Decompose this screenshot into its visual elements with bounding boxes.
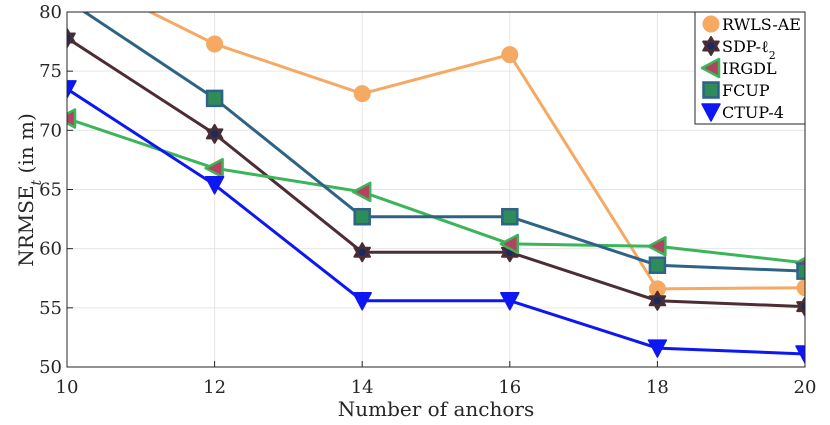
series-layer: [67, 12, 805, 364]
x-axis-label: Number of anchors: [338, 397, 534, 421]
data-point: [499, 233, 520, 255]
series-line: [67, 36, 805, 309]
series-line: [67, 87, 805, 356]
data-point: [501, 46, 519, 64]
legend-marker: [701, 103, 721, 122]
data-point: [205, 89, 224, 108]
data-point: [204, 176, 225, 195]
y-axis-label-main: NRMSE: [14, 185, 38, 266]
x-tick-label: 20: [794, 377, 817, 398]
series-fcup: [82, 12, 805, 280]
data-point: [647, 339, 668, 358]
x-tick-label: 10: [56, 377, 79, 398]
tick-labels: 10 12 14 16 18 20 50 55 60 65 70 75 80: [39, 2, 816, 398]
data-point: [648, 290, 667, 311]
data-point: [795, 345, 805, 364]
y-tick-label: 70: [39, 120, 62, 141]
legend-marker: [702, 81, 720, 99]
x-tick-label: 14: [351, 377, 374, 398]
data-point: [500, 291, 520, 311]
data-point: [67, 108, 77, 129]
data-point: [351, 181, 372, 203]
data-point: [796, 262, 805, 280]
y-tick-label: 75: [39, 61, 62, 82]
legend-marker: [702, 15, 720, 33]
data-point: [67, 28, 76, 49]
y-tick-label: 60: [39, 239, 62, 260]
data-point: [796, 296, 805, 317]
data-point: [67, 80, 77, 99]
legend-marker: [702, 36, 720, 56]
y-axis-label-sub: t: [29, 179, 45, 185]
legend-entry: SDP-ℓ2: [702, 36, 776, 62]
data-point: [353, 242, 371, 263]
legend-entry: RWLS-AE: [702, 15, 801, 34]
data-point: [501, 207, 519, 226]
y-tick-label: 55: [39, 298, 62, 319]
y-axis-label: NRMSEt (in m): [14, 113, 45, 267]
legend-entry: IRGDL: [700, 57, 777, 79]
legend-label: CTUP-4: [722, 103, 784, 122]
legend-label-sub: 2: [769, 49, 776, 62]
legend-label: SDP-ℓ2: [722, 37, 776, 62]
legend-label: IRGDL: [722, 59, 777, 78]
x-tick-label: 18: [646, 377, 669, 398]
data-point: [647, 236, 667, 257]
series-line: [146, 12, 805, 291]
legend-label-main: SDP-ℓ: [722, 37, 769, 56]
y-tick-label: 65: [39, 180, 62, 201]
series-ctup-4: [67, 80, 805, 364]
data-point: [796, 279, 805, 297]
data-point: [353, 207, 371, 226]
series-line: [82, 12, 805, 273]
data-point: [352, 291, 372, 311]
data-point: [205, 123, 224, 144]
legend-marker: [700, 57, 721, 79]
data-point: [206, 35, 224, 53]
legend-entry: FCUP: [702, 81, 770, 100]
data-point: [204, 157, 224, 179]
x-tick-label: 16: [498, 377, 521, 398]
legend-label: RWLS-AE: [722, 15, 801, 34]
y-axis-label-unit: (in m): [14, 113, 38, 180]
legend-entry: CTUP-4: [701, 103, 784, 122]
data-point: [353, 85, 371, 103]
y-tick-label: 50: [39, 357, 62, 378]
x-tick-label: 12: [203, 377, 226, 398]
legend-label: FCUP: [722, 81, 770, 100]
series-rwls-ae: [146, 12, 805, 298]
y-tick-label: 80: [39, 2, 62, 23]
data-point: [648, 256, 667, 274]
